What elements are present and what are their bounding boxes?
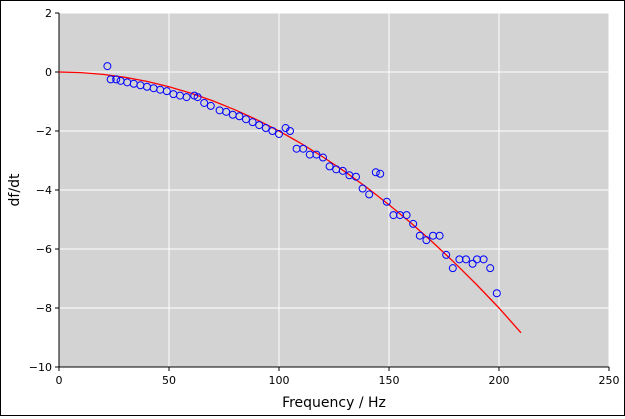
data-point: [162, 87, 171, 96]
data-point: [193, 93, 202, 102]
data-point: [415, 231, 424, 240]
axes: 0 50 100 150 200 250 2 0 −2 −4 −6 −8 −10: [29, 7, 620, 387]
x-tick-label: 150: [379, 374, 400, 387]
grid: [58, 12, 610, 368]
data-point: [352, 172, 360, 181]
fit-curve: [58, 71, 522, 334]
data-point: [275, 129, 283, 138]
data-point: [448, 264, 457, 273]
data-point: [319, 153, 327, 162]
data-point: [255, 121, 264, 130]
data-point: [442, 250, 451, 259]
data-point: [422, 236, 431, 245]
data-point: [435, 231, 444, 240]
data-point: [486, 264, 495, 273]
data-point: [409, 219, 418, 228]
data-point: [299, 144, 308, 153]
data-point: [492, 289, 501, 298]
data-point: [112, 75, 121, 84]
y-tick-label: −6: [36, 243, 52, 256]
y-axis-label: df/dt: [7, 173, 23, 206]
data-point: [376, 169, 385, 178]
data-point: [402, 211, 411, 220]
y-tick-label: −10: [29, 361, 52, 374]
data-point: [242, 115, 250, 124]
data-point: [358, 184, 367, 193]
y-tick-label: −8: [36, 302, 52, 315]
x-tick-label: 200: [489, 374, 510, 387]
data-point: [200, 98, 209, 107]
data-point: [462, 255, 470, 264]
data-point: [261, 124, 270, 133]
data-point: [248, 118, 257, 127]
data-point: [182, 93, 191, 102]
y-tick-label: −2: [36, 125, 52, 138]
data-layer: [58, 62, 522, 334]
data-point: [206, 101, 215, 110]
data-point: [103, 62, 112, 71]
data-point: [286, 127, 294, 135]
data-point: [106, 75, 115, 84]
data-point: [371, 168, 380, 177]
y-tick-label: 0: [45, 66, 52, 79]
y-tick-label: 2: [45, 7, 52, 20]
data-point: [468, 259, 477, 268]
data-point: [382, 197, 391, 206]
data-point: [222, 107, 231, 116]
data-point: [268, 127, 277, 135]
x-axis-label: Frequency / Hz: [282, 395, 386, 411]
data-point: [325, 162, 334, 171]
data-point: [479, 255, 488, 264]
data-point: [235, 112, 244, 121]
x-tick-label: 100: [269, 374, 290, 387]
x-tick-label: 250: [599, 374, 620, 387]
x-tick-label: 50: [162, 374, 176, 387]
data-point: [365, 190, 374, 199]
x-tick-label: 0: [56, 374, 63, 387]
y-tick-label: −4: [36, 184, 52, 197]
data-point: [312, 150, 321, 159]
data-point: [338, 166, 347, 175]
